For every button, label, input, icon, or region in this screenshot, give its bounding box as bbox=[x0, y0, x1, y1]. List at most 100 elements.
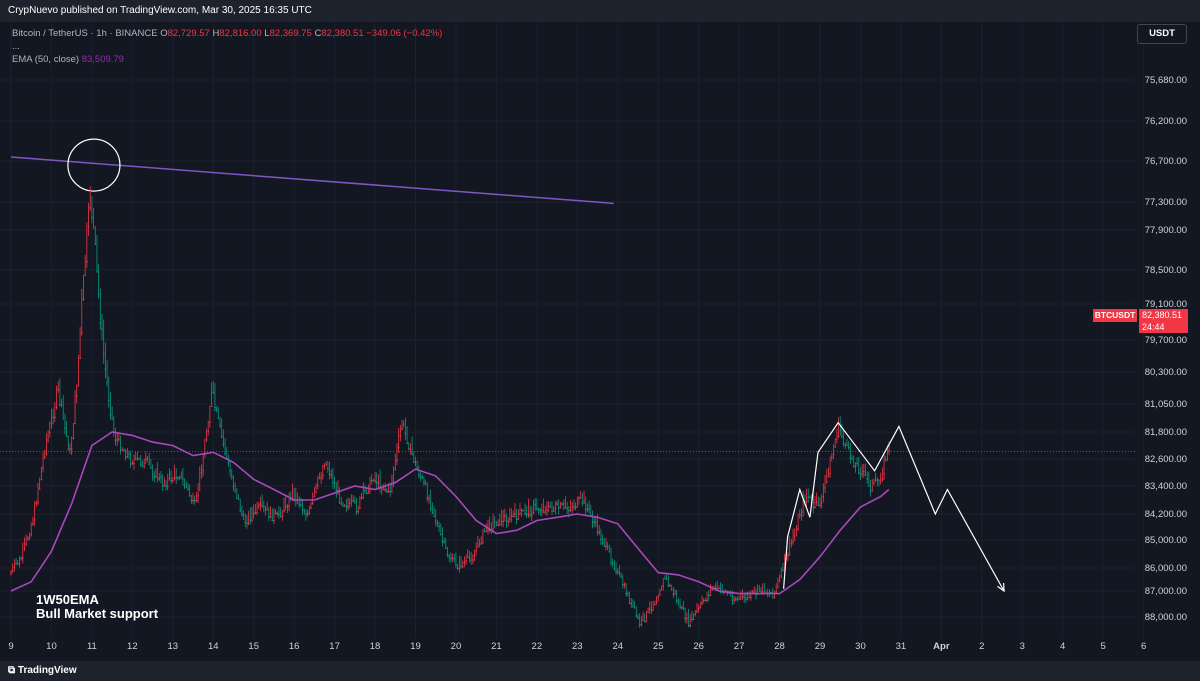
legend-change: −349.06 (−0.42%) bbox=[366, 28, 443, 39]
x-tick-label: 10 bbox=[46, 641, 57, 652]
candle-body bbox=[596, 531, 599, 533]
candle-body bbox=[455, 564, 457, 566]
candle-body bbox=[288, 505, 290, 507]
candle-body bbox=[556, 503, 558, 505]
candle-body bbox=[635, 615, 638, 617]
candle-body bbox=[369, 490, 371, 492]
candle-body bbox=[561, 503, 563, 505]
candle-body bbox=[628, 602, 631, 604]
candle-body bbox=[252, 513, 255, 515]
candle-body bbox=[487, 529, 489, 531]
candle-body bbox=[311, 502, 314, 504]
y-tick-label: 81,800.00 bbox=[1145, 427, 1187, 438]
candle-body bbox=[237, 498, 240, 500]
candle-body bbox=[453, 558, 456, 560]
candle-body bbox=[276, 512, 279, 514]
candle-body bbox=[814, 507, 816, 509]
candle-body bbox=[42, 467, 44, 469]
candle-body bbox=[883, 473, 885, 475]
candle-body bbox=[131, 463, 134, 465]
candle-body bbox=[254, 512, 257, 514]
currency-button[interactable]: USDT bbox=[1137, 24, 1187, 44]
candle-body bbox=[817, 504, 820, 506]
candle-body bbox=[77, 385, 80, 387]
candle-body bbox=[423, 481, 425, 483]
candle-body bbox=[219, 425, 221, 427]
candle-body bbox=[72, 438, 75, 440]
candle-body bbox=[54, 416, 56, 418]
candle-body bbox=[65, 435, 68, 437]
candle-body bbox=[738, 598, 740, 600]
candle-body bbox=[38, 488, 41, 490]
candle-body bbox=[777, 586, 779, 588]
candle-body bbox=[520, 509, 523, 511]
ema-value: 83,509.79 bbox=[81, 54, 124, 65]
candle-body bbox=[451, 557, 454, 559]
candle-body bbox=[650, 609, 653, 611]
candle-body bbox=[134, 458, 137, 460]
candle-body bbox=[185, 486, 188, 488]
x-tick-label: 26 bbox=[693, 641, 704, 652]
candle-body bbox=[183, 484, 186, 486]
candle-body bbox=[824, 487, 826, 489]
candle-body bbox=[846, 445, 848, 447]
candle-body bbox=[138, 458, 140, 460]
candle-body bbox=[657, 596, 659, 598]
candle-body bbox=[256, 512, 258, 514]
candle-body bbox=[193, 499, 196, 501]
candle-body bbox=[139, 463, 142, 465]
candle-body bbox=[48, 432, 51, 434]
candle-body bbox=[266, 509, 268, 511]
candle-body bbox=[670, 589, 673, 591]
chart-area[interactable]: 88,000.00 87,000.00 86,000.00 85,000.00 84,2… bbox=[0, 22, 1200, 662]
candle-body bbox=[615, 571, 617, 573]
candle-body bbox=[80, 331, 83, 333]
candle-body bbox=[107, 399, 110, 401]
candle-body bbox=[802, 511, 804, 513]
candle-body bbox=[205, 439, 208, 441]
candle-body bbox=[761, 591, 764, 593]
x-tick-label: 25 bbox=[653, 641, 664, 652]
candle-body bbox=[782, 569, 784, 571]
candle-body bbox=[310, 507, 312, 509]
candle-body bbox=[364, 490, 366, 492]
candle-body bbox=[504, 515, 506, 517]
candle-body bbox=[374, 480, 376, 482]
candle-body bbox=[150, 467, 152, 469]
candle-body bbox=[608, 551, 611, 553]
candle-body bbox=[259, 503, 262, 505]
candle-body bbox=[847, 447, 850, 449]
candle-body bbox=[537, 508, 540, 510]
candle-body bbox=[711, 588, 713, 590]
candle-body bbox=[37, 501, 39, 503]
candle-body bbox=[721, 592, 724, 594]
candle-body bbox=[733, 599, 735, 601]
x-tick-label: 29 bbox=[815, 641, 826, 652]
candle-body bbox=[800, 514, 803, 516]
candle-body bbox=[638, 624, 641, 626]
brand-name: TradingView bbox=[17, 665, 77, 676]
chart-svg[interactable]: 88,000.00 87,000.00 86,000.00 85,000.00 84,2… bbox=[0, 22, 1200, 662]
x-tick-label: 13 bbox=[168, 641, 179, 652]
candle-body bbox=[367, 492, 370, 494]
candle-body bbox=[864, 474, 867, 476]
candle-body bbox=[645, 621, 648, 623]
candle-body bbox=[751, 591, 754, 593]
legend-more[interactable]: ... bbox=[12, 41, 20, 52]
candle-body bbox=[143, 465, 145, 467]
candle-body bbox=[305, 513, 307, 515]
y-tick-label: 86,000.00 bbox=[1145, 563, 1187, 574]
candle-body bbox=[849, 457, 852, 459]
candle-body bbox=[251, 519, 253, 521]
y-tick-label: 75,680.00 bbox=[1145, 75, 1187, 86]
candle-body bbox=[96, 271, 98, 273]
candle-body bbox=[655, 601, 658, 603]
candle-body bbox=[187, 488, 189, 490]
candle-body bbox=[94, 243, 97, 245]
candle-body bbox=[431, 512, 434, 514]
candle-body bbox=[274, 512, 277, 514]
y-tick-label: 87,000.00 bbox=[1145, 586, 1187, 597]
candle-body bbox=[168, 477, 171, 479]
candle-body bbox=[702, 599, 705, 601]
candle-body bbox=[726, 592, 729, 594]
